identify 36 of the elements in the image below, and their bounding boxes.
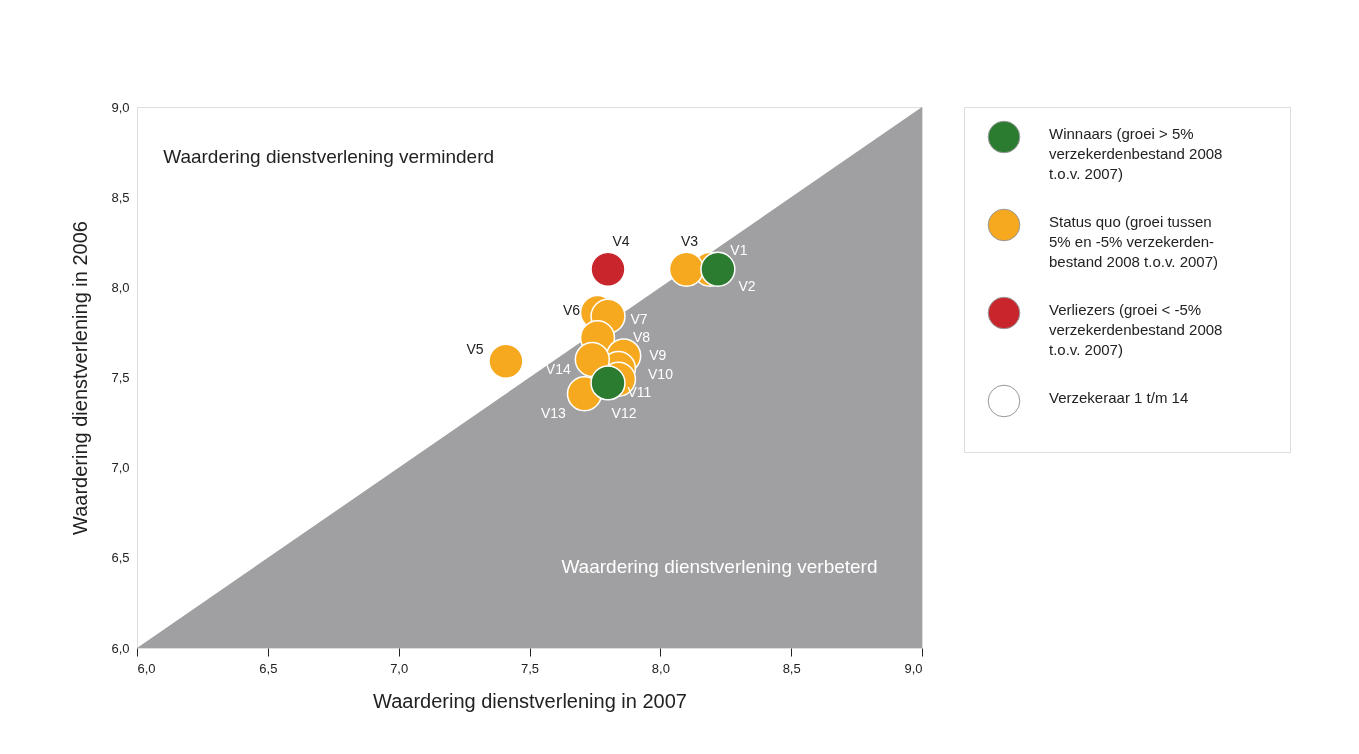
x-tick-label: 6,0 bbox=[137, 660, 156, 676]
y-tick-label: 6,5 bbox=[111, 550, 130, 566]
y-tick-label: 8,0 bbox=[111, 279, 130, 295]
annotation: V12 bbox=[611, 404, 637, 421]
annotation: V7 bbox=[630, 311, 648, 328]
y-tick-label: 9,0 bbox=[111, 99, 130, 115]
annotation: V8 bbox=[632, 328, 651, 345]
annotation: V11 bbox=[627, 384, 652, 401]
y-tick-label: 7,0 bbox=[111, 460, 130, 476]
annotation: V10 bbox=[648, 366, 674, 383]
annotation: Waardering dienstverlening verbeterd bbox=[561, 555, 878, 577]
y-axis-title: Waardering dienstverlening in 2006 bbox=[69, 221, 92, 535]
legend-label: Verzekeraar 1 t/m 14 bbox=[1049, 389, 1189, 406]
legend-label: Status quo (groei tussen 5% en -5% verzekerden- bestand 2008 t.o.v. 2007) bbox=[1049, 213, 1219, 270]
x-tick-label: 9,0 bbox=[904, 660, 923, 676]
y-tick-label: 7,5 bbox=[111, 370, 130, 385]
x-tick-label: 8,0 bbox=[651, 660, 670, 676]
legend-label: Winnaars (groei > 5% verzekerdenbestand 2008 t.o.v. 2007) bbox=[1049, 125, 1223, 182]
annotation: V9 bbox=[649, 346, 667, 363]
annotation: V5 bbox=[466, 341, 484, 358]
annotation: V1 bbox=[730, 242, 748, 259]
x-axis-title: Waardering dienstverlening in 2007 bbox=[373, 689, 687, 712]
y-tick-label: 8,5 bbox=[111, 189, 130, 205]
legend-label: Verliezers (groei < -5% verzekerdenbestand 2008 t.o.v. 2007) bbox=[1049, 301, 1223, 358]
y-tick-label: 6,0 bbox=[111, 640, 130, 656]
x-tick-label: 7,0 bbox=[390, 660, 409, 676]
annotation: V6 bbox=[562, 301, 581, 318]
annotation: Waardering dienstverlening verminderd bbox=[163, 146, 495, 168]
annotation: V13 bbox=[540, 404, 567, 421]
annotation: V3 bbox=[680, 233, 699, 250]
x-tick-label: 8,5 bbox=[782, 660, 801, 676]
annotation: V2 bbox=[738, 278, 756, 295]
x-tick-label: 6,5 bbox=[259, 660, 278, 676]
x-tick-label: 7,5 bbox=[520, 660, 540, 676]
annotation: V4 bbox=[612, 233, 630, 250]
annotation: V14 bbox=[545, 361, 571, 378]
